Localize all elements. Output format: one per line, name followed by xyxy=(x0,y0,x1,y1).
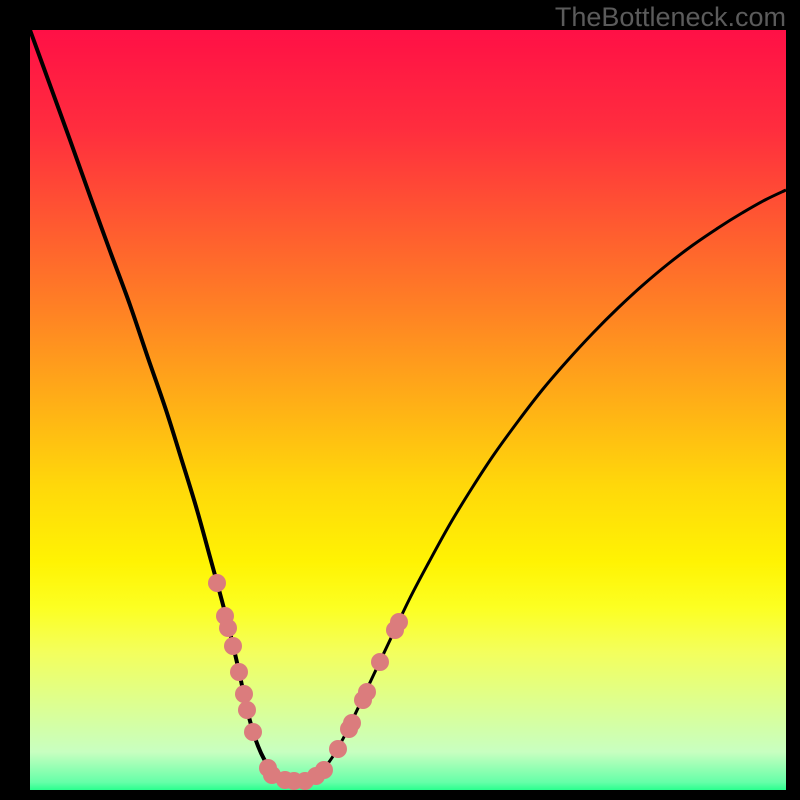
curve-left_branch xyxy=(30,30,275,774)
scatter-dot xyxy=(371,653,389,671)
scatter-dot xyxy=(224,637,242,655)
scatter-dot xyxy=(219,619,237,637)
scatter-dot xyxy=(343,714,361,732)
scatter-dot xyxy=(208,574,226,592)
scatter-dot xyxy=(358,683,376,701)
curve-right_branch xyxy=(318,190,786,774)
scatter-dot xyxy=(235,685,253,703)
scatter-dot xyxy=(244,723,262,741)
scatter-dot xyxy=(329,740,347,758)
scatter-dot xyxy=(315,761,333,779)
scatter-dot xyxy=(230,663,248,681)
chart-svg xyxy=(0,0,800,800)
scatter-dot xyxy=(390,613,408,631)
scatter-dot xyxy=(238,701,256,719)
